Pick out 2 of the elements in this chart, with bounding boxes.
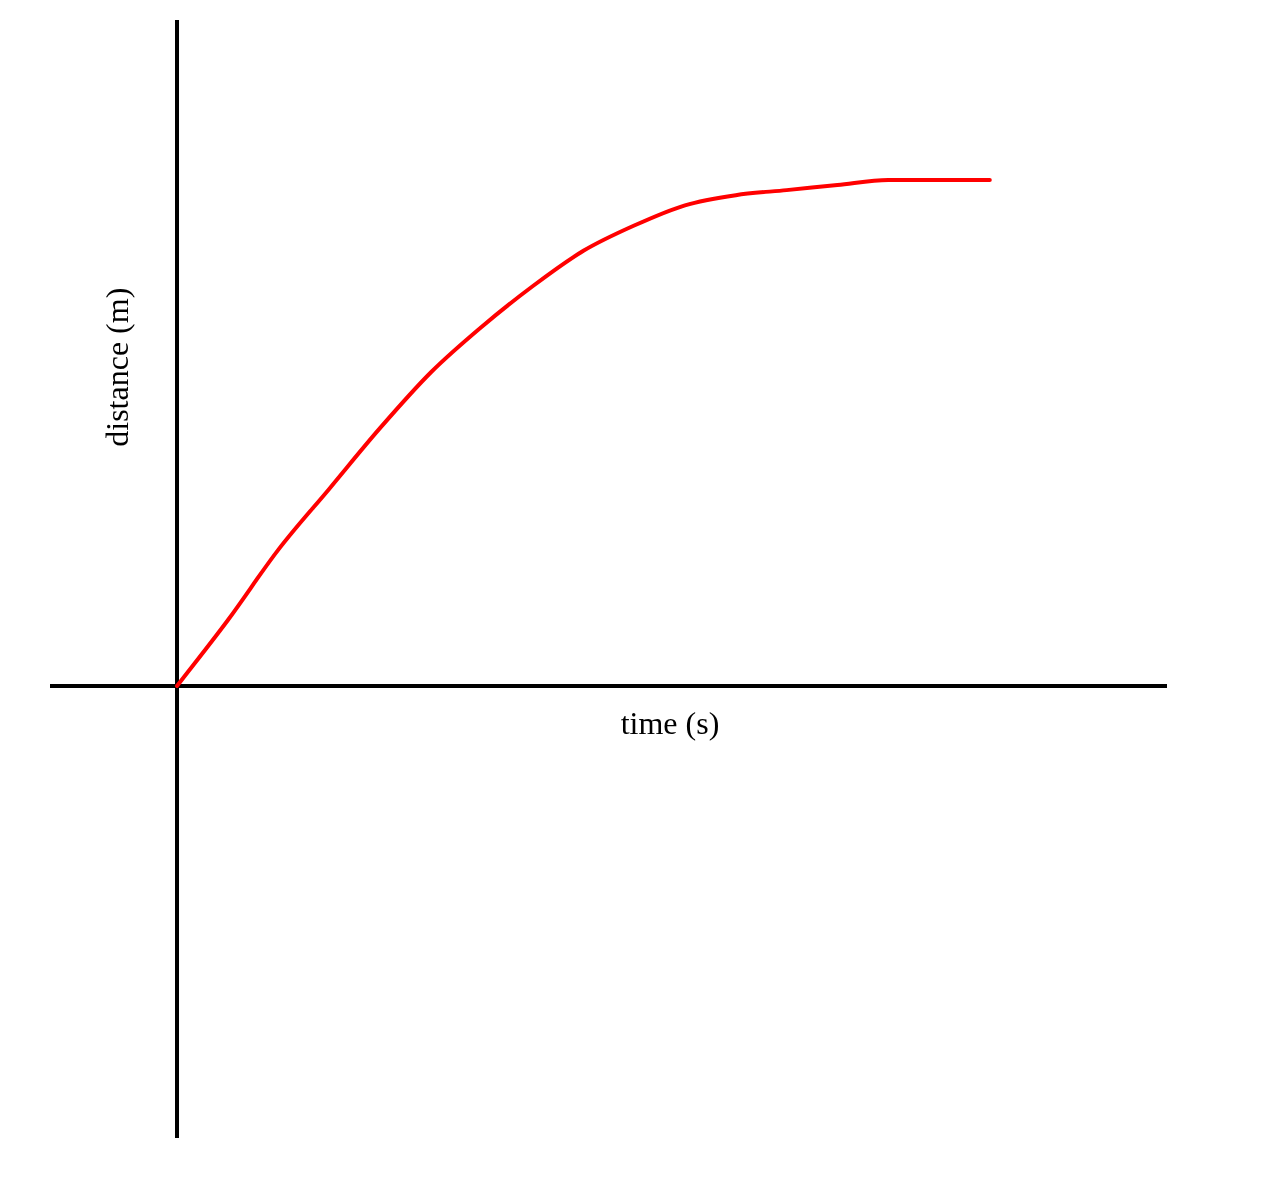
x-axis-title: time (s) [620,705,720,742]
y-axis-title: distance (m) [99,287,136,447]
